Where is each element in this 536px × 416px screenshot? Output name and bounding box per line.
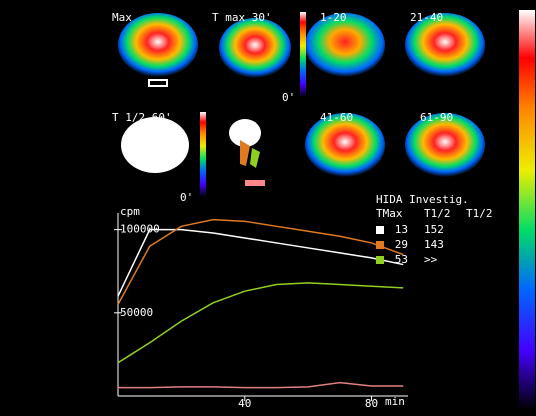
x-tick-label: 80 xyxy=(365,397,378,410)
legend-swatch xyxy=(376,256,384,264)
image-label: Max xyxy=(112,11,132,24)
image-label: T max 30' xyxy=(212,11,272,24)
screen: Max T max 30' 1-20 21-40 T 1/2 60' 41-60… xyxy=(0,0,536,416)
image-label: 61-90 xyxy=(420,111,453,124)
x-tick-label: 40 xyxy=(238,397,251,410)
scan-image xyxy=(250,148,260,168)
color-bar xyxy=(519,10,535,410)
y-tick-label: 50000 xyxy=(120,306,153,319)
scan-image xyxy=(121,117,189,173)
y-axis-label: cpm xyxy=(120,205,140,218)
legend-swatch xyxy=(376,241,384,249)
legend-value: >> xyxy=(424,253,438,266)
scan-image xyxy=(219,18,291,78)
legend-value: 29 xyxy=(395,238,408,251)
curve xyxy=(118,283,403,363)
legend-value: 13 xyxy=(395,223,408,236)
roi-marker xyxy=(245,180,265,186)
legend-value: 53 xyxy=(395,253,408,266)
legend-header: TMax xyxy=(376,207,403,220)
legend-header: T1/2 xyxy=(466,207,493,220)
image-label: 0' xyxy=(282,91,295,104)
legend-swatch xyxy=(376,226,384,234)
image-label: 21-40 xyxy=(410,11,443,24)
image-label: 1-20 xyxy=(320,11,347,24)
color-bar xyxy=(300,12,306,97)
roi-marker xyxy=(149,80,167,86)
legend-value: 143 xyxy=(424,238,444,251)
scan-image xyxy=(229,119,261,147)
curve xyxy=(118,220,403,305)
curve xyxy=(118,383,403,388)
x-axis-label: min xyxy=(385,395,405,408)
image-label: T 1/2 60' xyxy=(112,111,172,124)
legend-title: HIDA Investig. xyxy=(376,193,469,206)
legend-value: 152 xyxy=(424,223,444,236)
image-label: 41-60 xyxy=(320,111,353,124)
image-label: 0' xyxy=(180,191,193,204)
color-bar xyxy=(200,112,206,197)
legend-header: T1/2 xyxy=(424,207,451,220)
